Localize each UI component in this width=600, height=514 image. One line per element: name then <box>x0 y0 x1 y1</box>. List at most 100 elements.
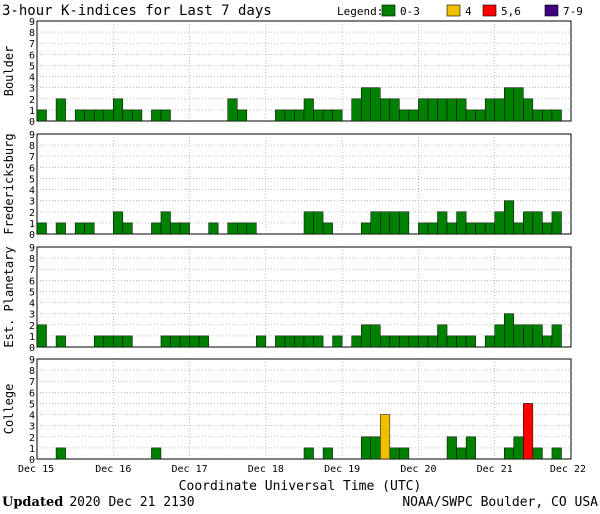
kindex-bar <box>74 109 85 122</box>
kindex-bar <box>513 324 524 348</box>
kindex-bar <box>389 335 400 348</box>
kindex-bar <box>456 98 467 122</box>
chart-panels: 0123456789Boulder0123456789Fredericksbur… <box>2 17 572 466</box>
kindex-bar <box>284 335 295 348</box>
kindex-bar <box>532 324 543 348</box>
kindex-bar <box>332 335 343 348</box>
kindex-bar <box>465 436 476 460</box>
kindex-bar <box>208 222 219 235</box>
panel-station-label: Fredericksburg <box>2 133 16 234</box>
kindex-bar <box>284 109 295 122</box>
kindex-bar <box>418 335 429 348</box>
kindex-bar <box>360 436 372 460</box>
kindex-bar <box>103 109 114 122</box>
y-tick-label: 7 <box>29 265 35 276</box>
kindex-bar <box>332 109 343 122</box>
kindex-bar <box>494 211 505 235</box>
x-tick-label: Dec 16 <box>95 464 131 475</box>
kindex-bar <box>313 109 324 122</box>
kindex-bar <box>465 335 476 348</box>
kindex-bar <box>113 211 124 235</box>
kindex-bar <box>532 447 543 460</box>
kindex-bar <box>256 335 267 348</box>
legend-swatch <box>446 4 461 17</box>
kindex-bar <box>504 87 515 122</box>
kindex-bar <box>93 109 105 122</box>
kindex-bar <box>313 335 324 348</box>
panel-frame <box>36 358 572 460</box>
kindex-bar <box>456 447 467 460</box>
kindex-bar <box>227 222 238 235</box>
kindex-bar <box>113 98 124 122</box>
kindex-bar <box>551 211 562 235</box>
y-tick-label: 4 <box>29 186 35 197</box>
kindex-bar <box>389 98 400 122</box>
kindex-bar <box>198 335 209 348</box>
kindex-bar <box>389 211 400 235</box>
kindex-bar <box>408 335 419 348</box>
kindex-bar <box>465 109 476 122</box>
y-tick-label: 3 <box>29 197 35 208</box>
kindex-bar <box>399 211 410 235</box>
x-tick-label: Dec 15 <box>18 464 54 475</box>
kindex-bar <box>189 335 200 348</box>
kindex-bar <box>237 109 248 122</box>
kindex-bar <box>303 447 314 460</box>
y-tick-label: 0 <box>29 230 35 241</box>
kindex-bar <box>408 109 419 122</box>
kindex-bar <box>399 335 410 348</box>
y-tick-label: 3 <box>29 422 35 433</box>
kindex-bar <box>484 222 495 235</box>
kindex-bar <box>551 324 562 348</box>
kindex-bar <box>504 313 515 348</box>
kindex-bar <box>360 222 372 235</box>
y-tick-label: 1 <box>29 444 35 455</box>
kindex-bar <box>399 447 410 460</box>
kindex-bar <box>399 109 410 122</box>
x-tick-label: Dec 18 <box>248 464 284 475</box>
kindex-bar <box>494 324 505 348</box>
y-tick-label: 4 <box>29 411 35 422</box>
y-tick-label: 4 <box>29 73 35 84</box>
kindex-bar <box>446 98 457 122</box>
kindex-bar <box>484 335 495 348</box>
kindex-bar <box>532 109 543 122</box>
y-tick-label: 8 <box>29 28 35 39</box>
kindex-bar <box>160 335 171 348</box>
kindex-bar <box>322 447 333 460</box>
kindex-bar <box>456 335 467 348</box>
y-tick-label: 8 <box>29 141 35 152</box>
kindex-bar <box>437 98 448 122</box>
kindex-bar <box>380 335 391 348</box>
kindex-bar <box>151 222 162 235</box>
legend-entry-label: 0-3 <box>400 5 420 18</box>
legend-label: Legend: <box>337 5 383 18</box>
kindex-bar <box>370 436 381 460</box>
kindex-bar <box>55 335 66 348</box>
y-tick-label: 2 <box>29 208 35 219</box>
chart-title: 3-hour K-indices for Last 7 days <box>2 3 272 19</box>
kindex-bar <box>36 324 47 348</box>
x-tick-label: Dec 22 <box>550 464 586 475</box>
y-tick-label: 2 <box>29 95 35 106</box>
y-tick-label: 6 <box>29 163 35 174</box>
kindex-bar <box>380 414 391 460</box>
y-tick-label: 2 <box>29 321 35 332</box>
y-tick-label: 5 <box>29 174 35 185</box>
kindex-bar <box>475 222 486 235</box>
kindex-bar <box>55 98 66 122</box>
kindex-bar <box>351 98 362 122</box>
kindex-bar <box>122 335 133 348</box>
kindex-bar <box>370 324 381 348</box>
kindex-bar <box>513 222 524 235</box>
updated-label: Updated <box>2 495 63 510</box>
kindex-bar <box>513 436 524 460</box>
y-tick-label: 5 <box>29 399 35 410</box>
kindex-bar <box>360 87 372 122</box>
kindex-bar <box>227 98 238 122</box>
kindex-bar <box>275 335 286 348</box>
kindex-bar <box>360 324 372 348</box>
y-tick-label: 1 <box>29 106 35 117</box>
